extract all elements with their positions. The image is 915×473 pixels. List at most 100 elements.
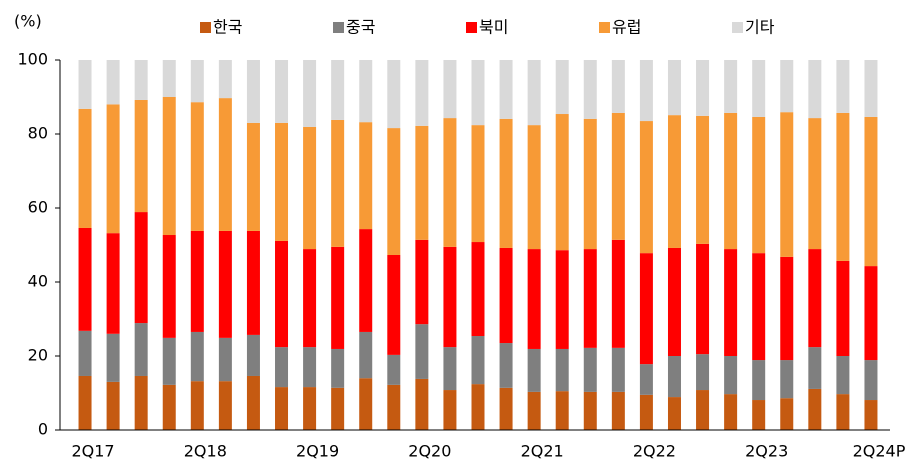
- bar-segment: [527, 249, 541, 349]
- bar-segment: [359, 229, 373, 332]
- bar-segment: [359, 122, 373, 230]
- bar-segment: [190, 331, 204, 382]
- bar-segment: [246, 60, 260, 123]
- bar-segment: [275, 122, 289, 241]
- bar-segment: [780, 112, 794, 257]
- bar-segment: [190, 381, 204, 430]
- bar-segment: [246, 230, 260, 335]
- bar-segment: [471, 125, 485, 243]
- bar-segment: [499, 118, 513, 248]
- bar-segment: [359, 331, 373, 379]
- bar-segment: [106, 381, 120, 430]
- bar-segment: [218, 98, 232, 231]
- bar-segment: [555, 391, 569, 430]
- bar-segment: [724, 249, 738, 356]
- bar-segment: [555, 348, 569, 392]
- legend-swatch: [466, 22, 477, 33]
- bar-segment: [190, 230, 204, 332]
- legend-swatch: [732, 22, 743, 33]
- bar-segment: [583, 118, 597, 250]
- bar-segment: [134, 99, 148, 213]
- bar-segment: [527, 391, 541, 430]
- bar-segment: [611, 60, 625, 113]
- bar-segment: [190, 102, 204, 231]
- bar-segment: [218, 381, 232, 430]
- y-tick-label: 60: [28, 198, 48, 217]
- legend-label: 중국: [346, 18, 375, 37]
- bar-segment: [808, 347, 822, 389]
- bar-segment: [583, 391, 597, 430]
- legend-label: 기타: [745, 18, 775, 37]
- bar-segment: [864, 60, 878, 117]
- bar-segment: [443, 246, 457, 348]
- bar-segment: [724, 60, 738, 113]
- bar-segment: [218, 230, 232, 338]
- bar-segment: [667, 115, 681, 248]
- bar-segment: [78, 375, 92, 430]
- bar-segment: [359, 378, 373, 430]
- bar-segment: [555, 250, 569, 349]
- x-tick-label: 2Q20: [408, 442, 451, 461]
- bar-segment: [134, 212, 148, 324]
- bar-segment: [611, 391, 625, 430]
- bar-segment: [331, 246, 345, 349]
- bar-segment: [162, 337, 176, 385]
- bar-segment: [134, 60, 148, 100]
- bar-segment: [78, 108, 92, 228]
- bar-segment: [471, 384, 485, 430]
- bar-segment: [780, 60, 794, 113]
- y-tick-label: 80: [28, 124, 48, 143]
- bar-segment: [836, 394, 850, 430]
- bar-segment: [275, 387, 289, 430]
- x-tick-label: 2Q18: [184, 442, 227, 461]
- legend-swatch: [200, 22, 211, 33]
- bar-segment: [667, 397, 681, 430]
- bar-segment: [752, 400, 766, 430]
- x-tick-label: 2Q24P: [853, 442, 906, 461]
- bar-segment: [303, 249, 317, 348]
- bar-segment: [78, 60, 92, 109]
- bar-segment: [106, 104, 120, 234]
- bar-segment: [134, 323, 148, 376]
- bar-segment: [724, 356, 738, 395]
- bar-segment: [639, 60, 653, 122]
- bar-segment: [555, 114, 569, 251]
- bar-segment: [808, 388, 822, 430]
- bar-segment: [387, 254, 401, 355]
- bar-segment: [864, 266, 878, 361]
- bar-segment: [499, 60, 513, 119]
- bar-segment: [667, 247, 681, 356]
- bar-segment: [415, 324, 429, 379]
- bar-segment: [696, 243, 710, 355]
- bar-segment: [162, 384, 176, 430]
- bar-segment: [836, 112, 850, 261]
- bar-segment: [752, 253, 766, 361]
- bar-segment: [639, 394, 653, 430]
- x-tick-label: 2Q19: [296, 442, 339, 461]
- bar-segment: [724, 394, 738, 430]
- bar-segment: [639, 121, 653, 254]
- bar-segment: [246, 375, 260, 430]
- bar-segment: [106, 60, 120, 105]
- bar-segment: [611, 112, 625, 240]
- bar-segment: [303, 347, 317, 388]
- x-tick-label: 2Q23: [745, 442, 788, 461]
- x-tick-label: 2Q17: [71, 442, 114, 461]
- bar-segment: [471, 336, 485, 385]
- x-tick-label: 2Q22: [633, 442, 676, 461]
- bar-segment: [583, 60, 597, 119]
- bar-segment: [331, 348, 345, 388]
- bar-segment: [218, 60, 232, 99]
- bar-segment: [443, 347, 457, 391]
- bar-segment: [780, 256, 794, 361]
- bar-segment: [387, 354, 401, 385]
- bar-segment: [415, 378, 429, 430]
- bar-segment: [780, 360, 794, 399]
- bar-segment: [218, 337, 232, 382]
- bar-segment: [808, 60, 822, 119]
- bar-segment: [611, 347, 625, 392]
- bar-segment: [415, 239, 429, 325]
- bar-segment: [808, 249, 822, 348]
- bar-segment: [864, 400, 878, 430]
- bar-segment: [864, 360, 878, 401]
